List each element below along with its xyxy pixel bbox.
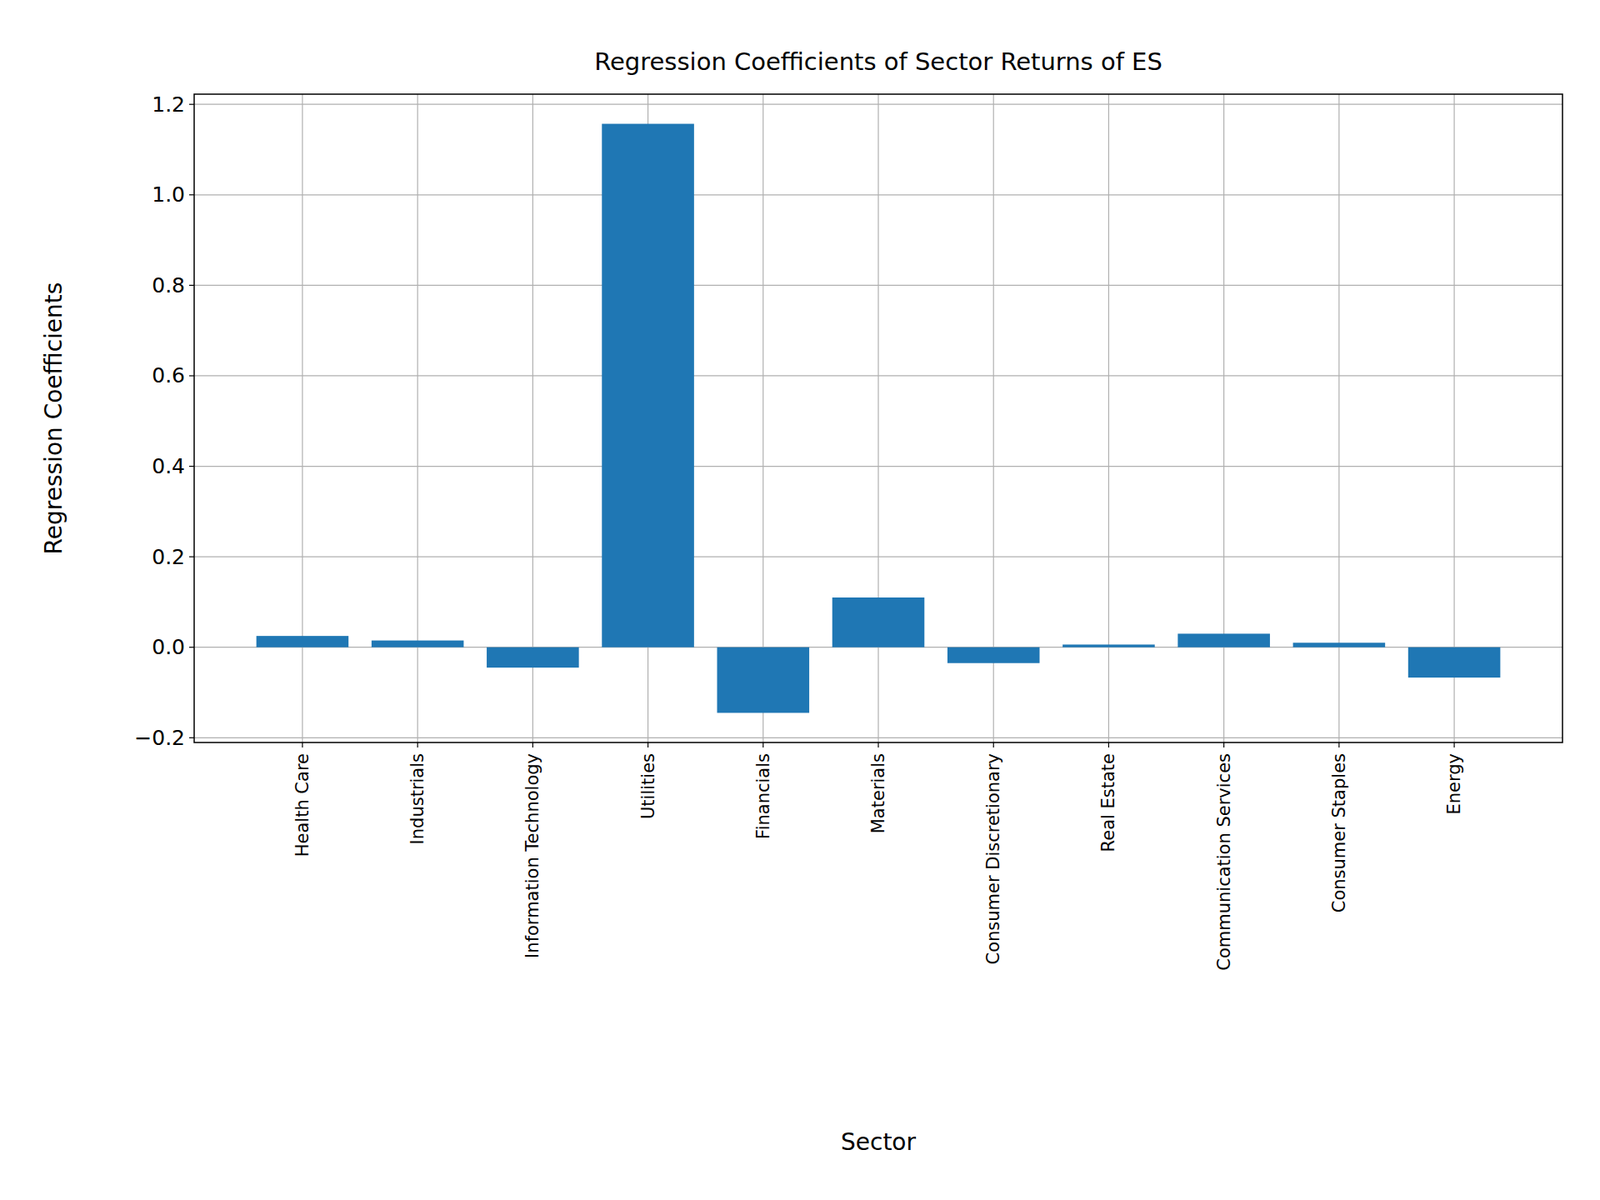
- grid: [194, 94, 1563, 743]
- tick: [1338, 742, 1340, 748]
- tick: [189, 104, 195, 105]
- tick: [762, 742, 764, 748]
- bar: [371, 640, 465, 648]
- title: Regression Coefficients of Sector Return…: [594, 47, 1163, 76]
- tick: [993, 742, 995, 748]
- bar: [1408, 647, 1501, 678]
- tick-label: Financials: [753, 753, 774, 840]
- tick: [189, 194, 195, 195]
- frame: [194, 94, 1563, 743]
- grid-line: [1453, 94, 1455, 743]
- bar: [256, 635, 350, 648]
- tick-label: 0.0: [151, 635, 185, 660]
- bar: [947, 647, 1040, 664]
- bar: [716, 647, 810, 714]
- x-axis: Health Care Industrials Information Techno…: [292, 742, 1465, 971]
- tick: [877, 742, 879, 748]
- tick-label: Consumer Staples: [1329, 753, 1350, 913]
- grid-line: [993, 94, 995, 743]
- bar: [486, 647, 580, 668]
- tick-label: −0.2: [134, 725, 185, 750]
- tick-label: Industrials: [407, 753, 428, 845]
- bar: [1062, 644, 1155, 647]
- x-label: Sector: [840, 1128, 917, 1156]
- tick-label: Real Estate: [1098, 753, 1119, 852]
- background: [0, 0, 1600, 1200]
- tick-label: 1.2: [151, 92, 185, 117]
- bars: [256, 124, 1501, 714]
- bar: [832, 597, 925, 648]
- tick: [1108, 742, 1110, 748]
- tick-label: Information Technology: [522, 753, 543, 959]
- tick: [189, 646, 195, 648]
- tick: [647, 742, 649, 748]
- chart: −0.2 0.0 0.2 0.4 0.6 0.8 1.0 1.2 Health Care Indu…: [0, 0, 1600, 1200]
- grid-line: [762, 94, 764, 743]
- tick-label: Materials: [868, 753, 889, 834]
- bar: [1293, 642, 1386, 647]
- tick: [189, 556, 195, 558]
- tick-label: 0.6: [151, 363, 185, 388]
- tick: [1453, 742, 1455, 748]
- tick: [189, 285, 195, 286]
- tick-label: 0.4: [151, 454, 185, 479]
- tick-label: 0.2: [151, 545, 185, 570]
- grid-line: [532, 94, 534, 743]
- tick: [189, 375, 195, 376]
- tick-label: 1.0: [151, 182, 185, 207]
- tick: [532, 742, 534, 748]
- tick-label: 0.8: [151, 273, 185, 298]
- y-axis: −0.2 0.0 0.2 0.4 0.6 0.8 1.0 1.2: [134, 92, 195, 750]
- tick-label: Utilities: [638, 753, 659, 820]
- tick-label: Health Care: [292, 753, 313, 857]
- tick: [189, 737, 195, 739]
- tick: [417, 742, 419, 748]
- y-label: Regression Coefficients: [40, 282, 68, 555]
- tick: [301, 742, 303, 748]
- tick-label: Consumer Discretionary: [983, 753, 1004, 965]
- tick-label: Energy: [1444, 753, 1465, 815]
- bar: [1177, 633, 1270, 647]
- bar: [601, 124, 695, 648]
- tick: [189, 465, 195, 467]
- tick: [1223, 742, 1225, 748]
- tick-label: Communication Services: [1214, 753, 1235, 971]
